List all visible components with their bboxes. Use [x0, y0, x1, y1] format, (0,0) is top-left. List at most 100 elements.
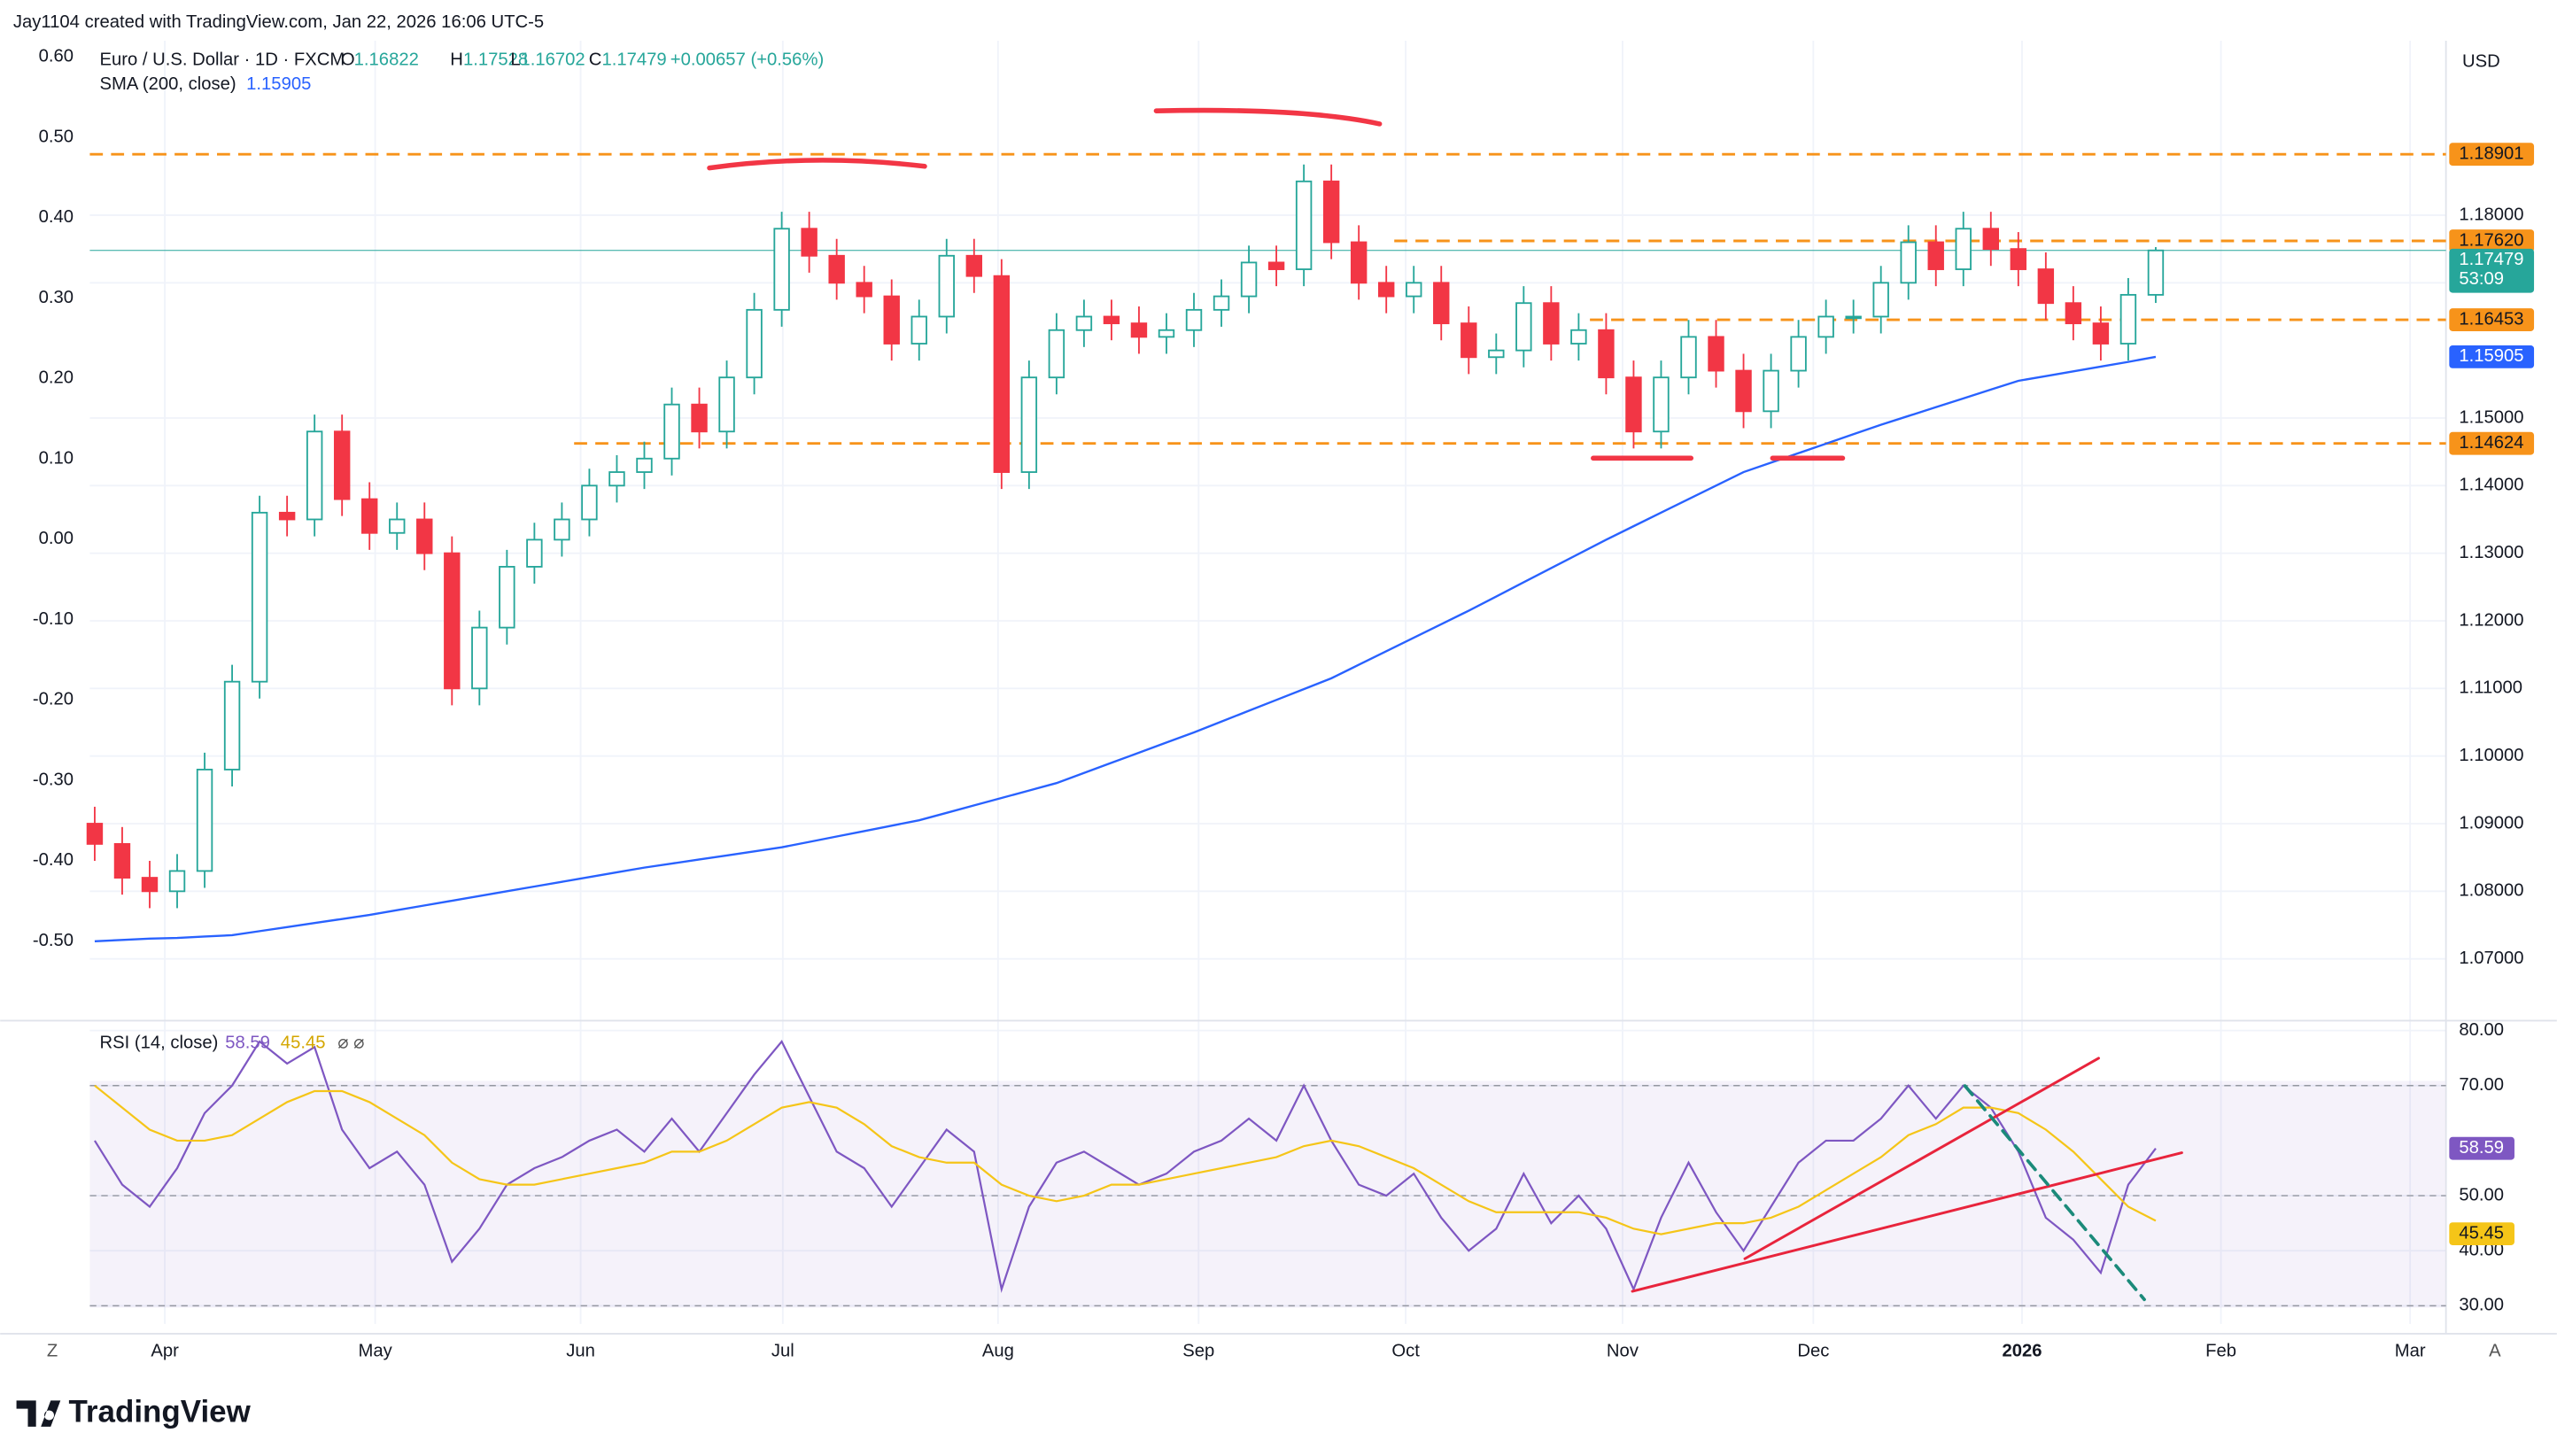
candle-body — [1763, 369, 1779, 413]
candle-body — [746, 308, 763, 379]
rsi-ma-legend-value: 45.45 — [281, 1034, 326, 1053]
rsi-band — [89, 1080, 2446, 1308]
candle-body — [856, 282, 872, 298]
candle-body — [1900, 241, 1917, 284]
candle-body — [1570, 329, 1587, 345]
drawings — [707, 107, 2183, 1302]
candle-body — [499, 566, 515, 629]
sma-legend-value: 1.15905 — [246, 74, 311, 94]
candle-body — [608, 471, 625, 487]
change: +0.00657 (+0.56%) — [670, 50, 824, 69]
candle-body — [361, 498, 378, 534]
buttons: Z A — [47, 1342, 2501, 1361]
x-tick-label: May — [358, 1342, 392, 1361]
level-label: 1.14624 — [2459, 433, 2523, 453]
candle-body — [993, 275, 1011, 473]
candle-body — [636, 457, 653, 473]
candle-body — [223, 680, 241, 771]
candle-body — [1185, 308, 1203, 331]
price-label: 1.17479 — [2459, 250, 2523, 269]
candle-body — [1790, 336, 1807, 372]
level-label: 1.17620 — [2459, 230, 2523, 250]
candle-body — [1680, 336, 1697, 379]
level-label-box — [2449, 143, 2535, 167]
drawing — [1153, 107, 1383, 127]
ohlc-letter: L — [510, 50, 520, 69]
y-tick-label: 50.00 — [2459, 1185, 2504, 1204]
rsi-legend-value: 58.59 — [225, 1034, 270, 1053]
x-tick-label: Sep — [1182, 1342, 1214, 1361]
x-tick-label: Nov — [1607, 1342, 1639, 1361]
y2-tick-label: 0.50 — [39, 127, 74, 146]
candle-body — [1158, 329, 1175, 338]
logo-text: TradingView — [68, 1394, 251, 1429]
candle-body — [86, 823, 104, 845]
candle-body — [1020, 376, 1038, 473]
candle-body — [2119, 293, 2137, 345]
x-tick-label: Jul — [771, 1342, 794, 1361]
candle-body — [965, 254, 983, 277]
candle-body — [1955, 228, 1972, 270]
sma-label-box — [2449, 345, 2535, 368]
candle-body — [1488, 349, 1505, 359]
axis-labels: Apr May Jun Jul Aug Sep Oct Nov Dec 2026 Feb Mar 1.0… — [33, 47, 2535, 1361]
candle-body — [1515, 302, 1532, 352]
y-tick-label: 40.00 — [2459, 1241, 2504, 1260]
y2-tick-label: -0.20 — [33, 690, 74, 709]
x-tick-label: Oct — [1391, 1342, 1420, 1361]
candle-body — [1735, 369, 1752, 413]
y-tick-label: 1.12000 — [2459, 610, 2523, 630]
legend-icon: ⌀ ⌀ — [337, 1034, 364, 1053]
candle-body — [1048, 329, 1065, 379]
candle-body — [1075, 315, 1093, 331]
x-tick-label: Feb — [2205, 1342, 2236, 1361]
level-label: 1.16453 — [2459, 309, 2523, 329]
candle-body — [910, 315, 927, 345]
y2-tick-label: 0.30 — [39, 288, 74, 307]
candle-body — [1350, 241, 1368, 284]
candle-body — [526, 538, 543, 568]
candle-body — [581, 484, 598, 521]
y-tick-label: 1.08000 — [2459, 881, 2523, 901]
rsi-label: 45.45 — [2459, 1223, 2504, 1243]
candle-body — [1130, 322, 1148, 338]
y-tick-label: 1.15000 — [2459, 407, 2523, 427]
candle-body — [1377, 282, 1395, 298]
y2-tick-label: -0.30 — [33, 770, 74, 789]
candle-body — [196, 769, 213, 872]
y-tick-label: 1.10000 — [2459, 746, 2523, 765]
drawing — [1743, 1057, 2100, 1260]
y-tick-label: 30.00 — [2459, 1296, 2504, 1315]
candle-body — [333, 430, 351, 500]
button[interactable]: A — [2489, 1342, 2501, 1361]
sma-label: 1.15905 — [2459, 346, 2523, 366]
ohlc-letter: C — [589, 50, 602, 69]
button[interactable]: Z — [47, 1342, 58, 1361]
candle-body — [306, 430, 323, 521]
x-tick-label: Apr — [151, 1342, 179, 1361]
candle-body — [2010, 248, 2027, 270]
sma-line — [94, 355, 2157, 943]
candle-body — [1461, 322, 1477, 359]
candle-body — [416, 518, 433, 554]
candle-body — [444, 552, 461, 690]
y-tick-label: 1.07000 — [2459, 949, 2523, 968]
candle-body — [168, 870, 186, 893]
rsi-line — [94, 1040, 2157, 1294]
candle-body — [1240, 261, 1258, 298]
currency: USD — [2462, 51, 2500, 71]
rsi-label: 58.59 — [2459, 1138, 2504, 1158]
candle-body — [663, 403, 680, 460]
credit: Jay1104 created with TradingView.com, Ja… — [13, 12, 544, 32]
candle-body — [1543, 302, 1560, 345]
candle-body — [2037, 268, 2055, 305]
y-tick-label: 70.00 — [2459, 1075, 2504, 1095]
candle-body — [471, 626, 488, 690]
candle-body — [1927, 241, 1944, 270]
ohlc-letter: H — [450, 50, 463, 69]
y2-tick-label: 0.40 — [39, 207, 74, 227]
x-tick-label: 2026 — [2002, 1342, 2042, 1361]
y2-tick-label: 0.00 — [39, 529, 74, 548]
candle-body — [1433, 282, 1450, 325]
